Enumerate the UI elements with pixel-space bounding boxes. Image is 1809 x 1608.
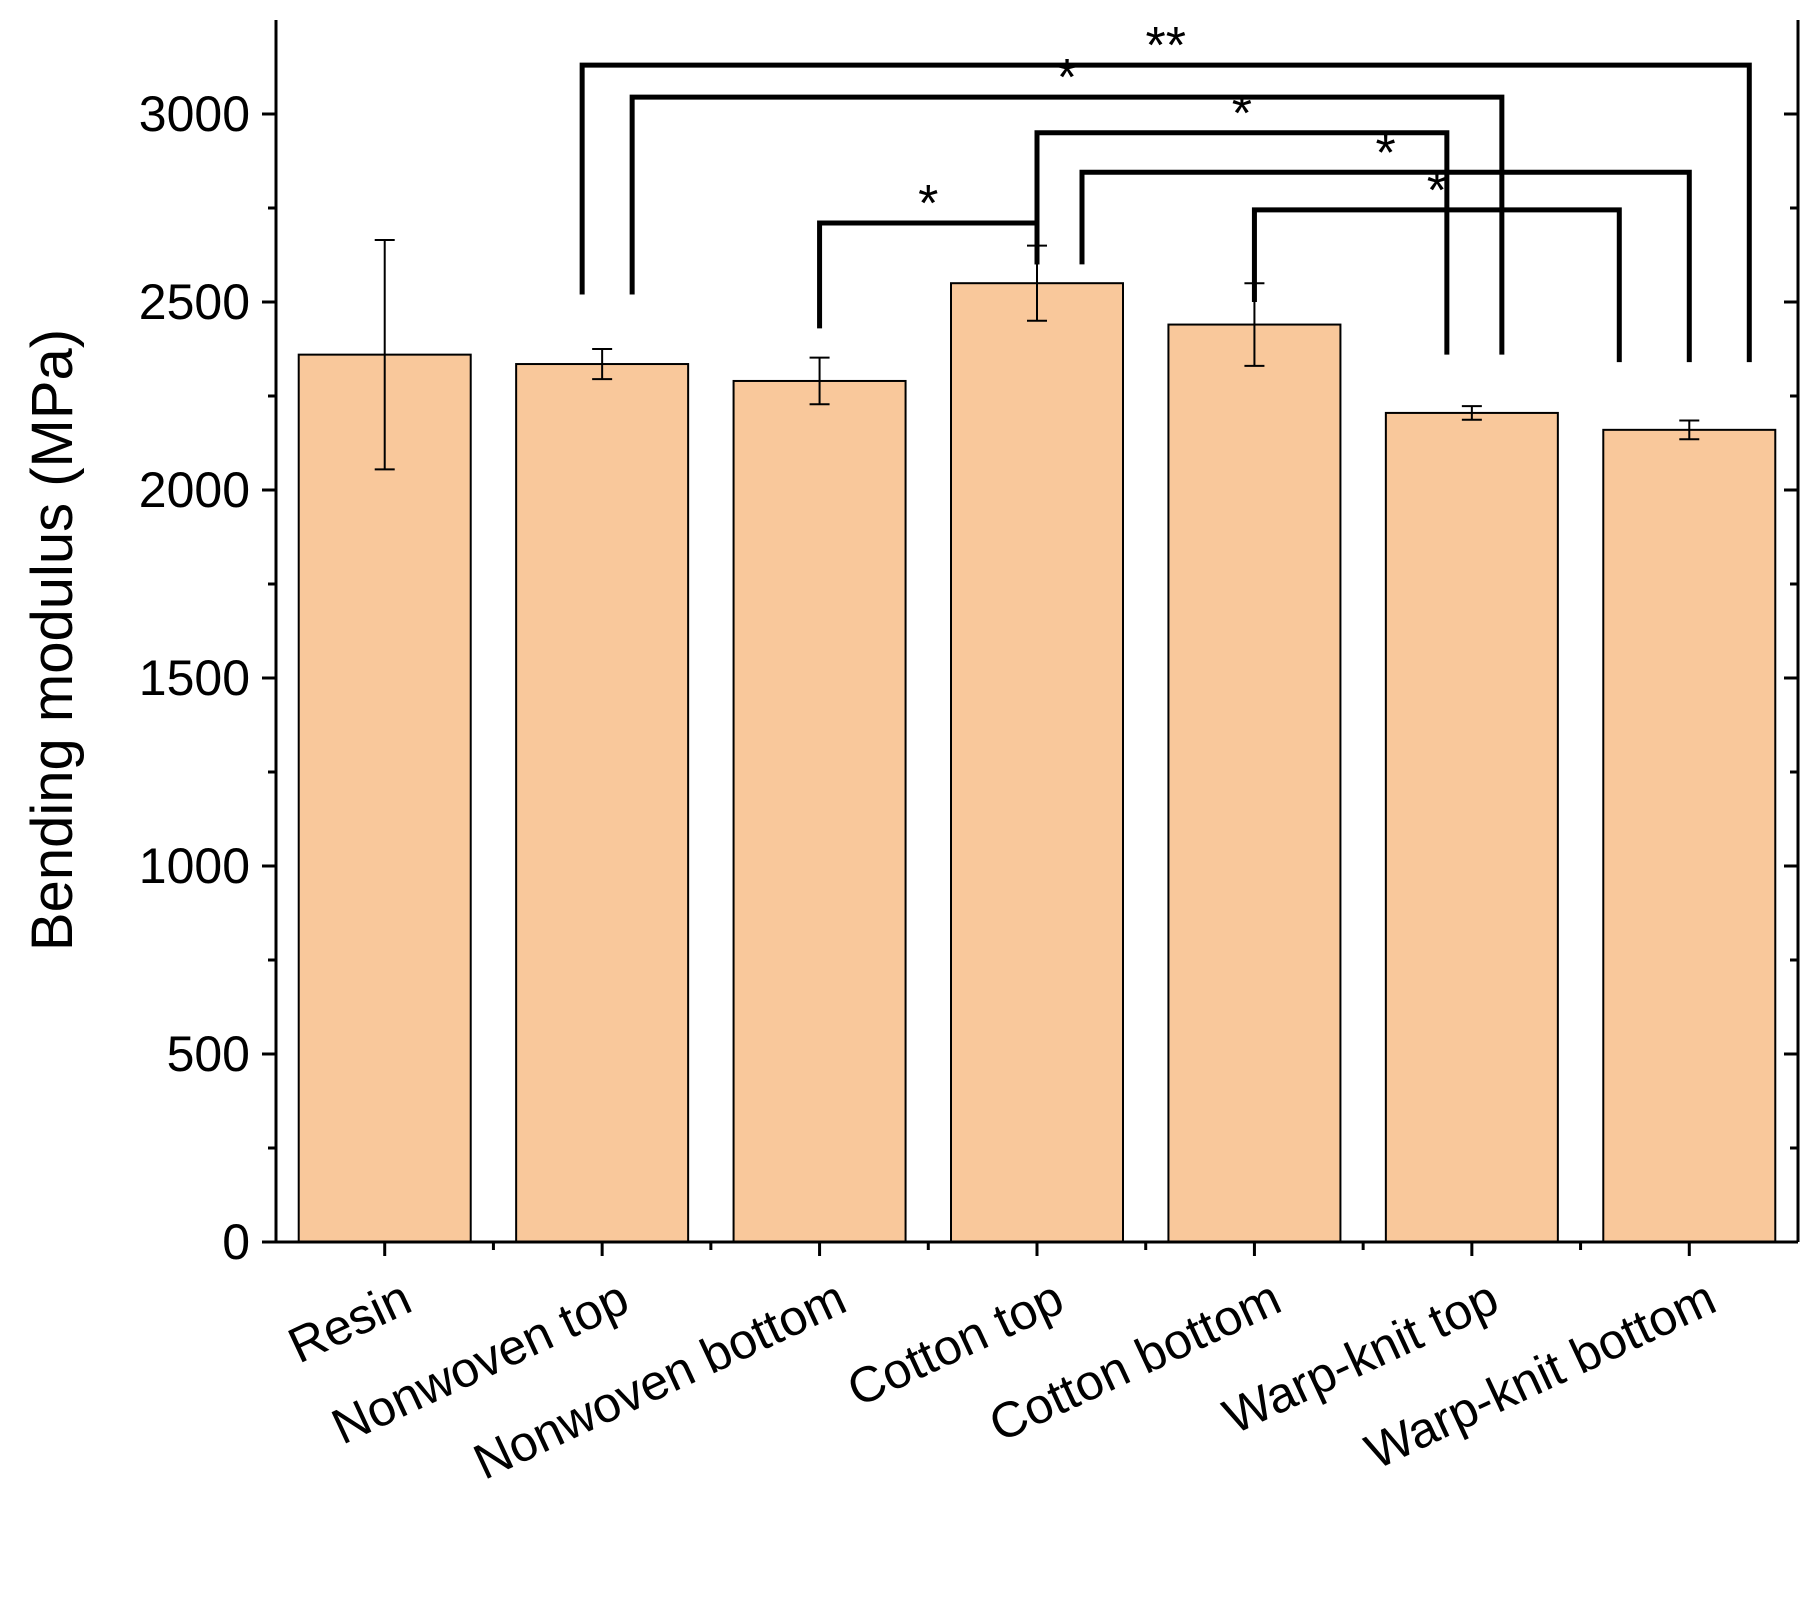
bar-2 [515, 363, 690, 1244]
y-tick-label-2000: 2000 [139, 462, 250, 518]
bar-3 [732, 379, 907, 1243]
bar-6 [1384, 411, 1559, 1244]
significance-label-4: * [1376, 124, 1396, 182]
significance-bracket-4 [1079, 169, 1692, 363]
significance-label-3: * [1232, 85, 1252, 143]
significance-label-5: * [1427, 162, 1447, 220]
significance-bracket-6 [817, 220, 1040, 329]
y-tick-label-1500: 1500 [139, 650, 250, 706]
x-tick-label-3: Nonwoven bottom [465, 1269, 854, 1490]
bar-5 [1167, 323, 1342, 1243]
plot-area: ******* [297, 17, 1777, 1244]
significance-label-1: ** [1145, 17, 1185, 75]
significance-bracket-5 [1251, 207, 1622, 363]
bar-4 [950, 282, 1124, 1243]
significance-bracket-3 [1034, 130, 1450, 355]
x-tick-label-1: Resin [280, 1269, 420, 1374]
bar-1 [297, 353, 472, 1243]
y-tick-label-1000: 1000 [139, 838, 250, 894]
y-tick-label-0: 0 [222, 1214, 250, 1270]
y-tick-label-3000: 3000 [139, 86, 250, 142]
y-tick-label-500: 500 [167, 1026, 250, 1082]
x-tick-label-7: Warp-knit bottom [1357, 1269, 1724, 1480]
significance-label-6: * [918, 175, 938, 233]
y-tick-label-2500: 2500 [139, 274, 250, 330]
bar-7 [1602, 428, 1777, 1243]
significance-bracket-2 [629, 94, 1505, 355]
significance-bracket-1 [579, 62, 1752, 363]
significance-label-2: * [1057, 49, 1077, 107]
y-axis-title: Bending modulus (MPa) [20, 329, 85, 951]
